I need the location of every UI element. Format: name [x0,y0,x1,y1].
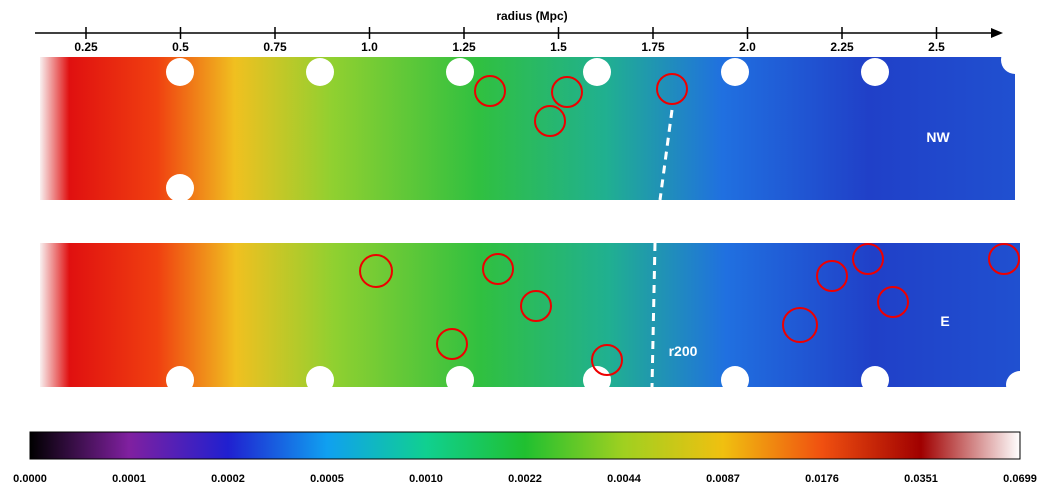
colorbar-tick-label: 0.0002 [211,473,245,485]
colorbar-tick-label: 0.0087 [706,473,740,485]
bottom-strip [40,243,1020,387]
colorbar-tick-label: 0.0005 [310,473,344,485]
colorbar-ticks: 0.0000 0.0001 0.0002 0.0005 0.0010 0.0022 0.00… [13,473,1037,485]
axis-tick-label: 0.75 [263,40,287,54]
axis-tick-label: 0.5 [172,40,189,54]
axis-tick-label: 2.0 [739,40,756,54]
axis-tick-label: 1.5 [550,40,567,54]
region-label: E [940,313,949,329]
notches [166,46,1034,399]
r200-line-top [658,109,674,201]
colorbar-tick-label: 0.0699 [1003,473,1037,485]
axis-tick-label: 0.25 [74,40,98,54]
r200-label: r200 [669,343,698,359]
region-label: NW [926,129,950,145]
source-circles [359,73,1020,376]
colorbar-tick-label: 0.0001 [112,473,146,485]
axis-title: radius (Mpc) [496,9,567,23]
axis-tick-label: 1.75 [641,40,665,54]
axis-tick-label: 2.25 [830,40,854,54]
top-strip [40,57,1015,200]
axis-tick-label: 2.5 [928,40,945,54]
axis-arrow [991,28,1003,38]
colorbar-tick-label: 0.0000 [13,473,47,485]
r200-line-bottom [650,242,657,388]
colorbar-tick-label: 0.0351 [904,473,938,485]
colorbar-tick-label: 0.0010 [409,473,443,485]
colorbar-tick-label: 0.0176 [805,473,839,485]
axis-tick-label: 1.25 [452,40,476,54]
colorbar-tick-label: 0.0022 [508,473,542,485]
colorbar [29,431,1021,460]
axis-tick-label: 1.0 [361,40,378,54]
axis-ticks: 0.25 0.5 0.75 1.0 1.25 1.5 1.75 2.0 2.25 2.5 [74,27,945,54]
colorbar-tick-label: 0.0044 [607,473,642,485]
